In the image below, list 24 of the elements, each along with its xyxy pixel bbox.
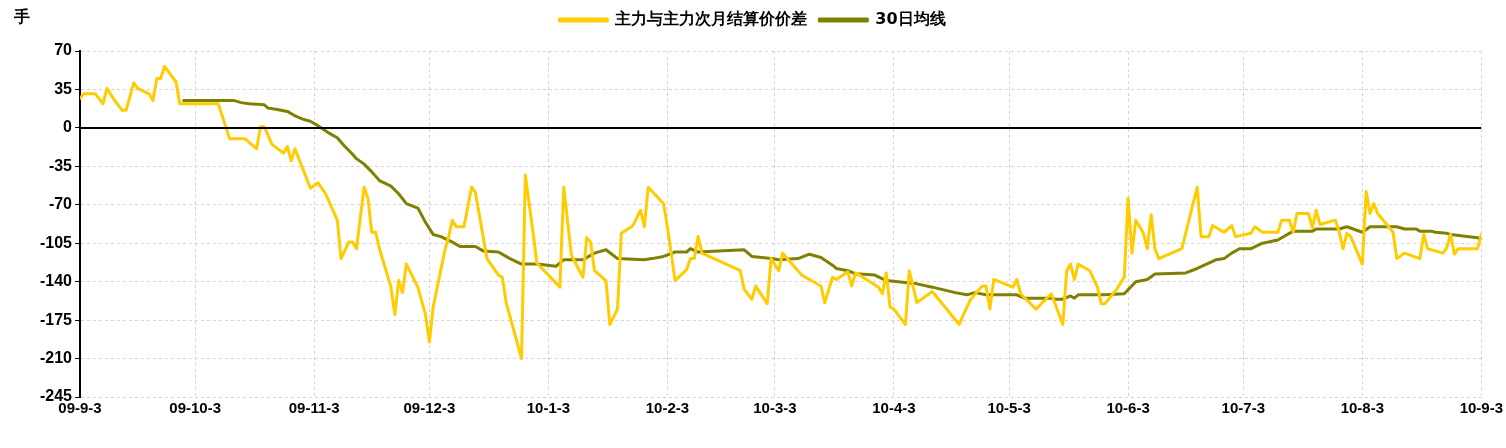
x-tick-label: 10-2-3 [645,399,690,417]
y-tick-label: 70 [54,41,73,59]
y-tick-label: -105 [39,233,73,251]
y-axis-title: 手 [13,7,30,27]
x-tick-label: 09-12-3 [403,399,456,417]
y-tick-label: -70 [48,195,73,213]
x-tick-label: 10-6-3 [1106,399,1150,417]
legend-label: 30日均线 [875,9,946,29]
y-tick-label: -210 [39,348,73,366]
y-tick-label: -35 [48,156,73,174]
x-tick-label: 10-5-3 [987,399,1031,417]
y-tick-label: -175 [39,310,73,328]
x-tick-label: 10-1-3 [526,399,571,417]
x-tick-label: 10-3-3 [753,399,797,417]
x-tick-label: 10-9-3 [1459,399,1503,417]
x-tick-label: 10-7-3 [1221,399,1265,417]
x-tick-label: 09-11-3 [288,399,340,417]
y-tick-label: 35 [54,79,73,97]
legend-label: 主力与主力次月结算价价差 [614,9,808,29]
x-tick-label: 09-10-3 [169,399,222,417]
y-tick-label: 0 [63,118,73,136]
x-tick-label: 10-8-3 [1340,399,1384,417]
x-tick-label: 10-4-3 [872,399,916,417]
y-tick-label: -140 [39,272,73,290]
